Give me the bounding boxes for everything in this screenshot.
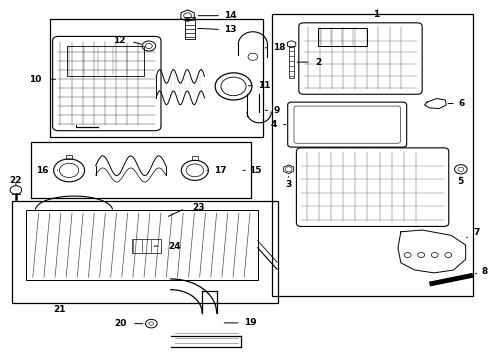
- Text: 12: 12: [113, 36, 125, 45]
- Text: 21: 21: [53, 305, 66, 314]
- Text: 6: 6: [459, 99, 465, 108]
- Text: 15: 15: [249, 166, 262, 175]
- Text: 1: 1: [373, 10, 379, 19]
- Text: 18: 18: [273, 43, 286, 52]
- Text: 14: 14: [198, 11, 237, 20]
- Bar: [132, 239, 161, 253]
- Bar: [12, 202, 278, 303]
- Text: 11: 11: [258, 81, 270, 90]
- Text: 3: 3: [286, 180, 292, 189]
- Bar: [185, 18, 195, 39]
- Text: 24: 24: [168, 242, 181, 251]
- Bar: [272, 14, 473, 296]
- Text: 4: 4: [270, 120, 277, 129]
- Text: 22: 22: [10, 176, 22, 185]
- Bar: [50, 19, 263, 137]
- Text: 10: 10: [29, 75, 41, 84]
- Bar: [66, 156, 72, 159]
- Bar: [289, 46, 294, 78]
- Bar: [67, 46, 144, 76]
- Text: 23: 23: [193, 203, 205, 212]
- Text: 2: 2: [315, 58, 321, 67]
- Text: 16: 16: [36, 166, 49, 175]
- Bar: [31, 143, 251, 198]
- Text: 5: 5: [458, 176, 464, 185]
- Text: 8: 8: [482, 267, 488, 276]
- Bar: [318, 28, 367, 46]
- Text: 20: 20: [114, 319, 126, 328]
- Text: 17: 17: [214, 166, 227, 175]
- Bar: [192, 157, 198, 160]
- Text: 9: 9: [273, 106, 280, 115]
- Text: 13: 13: [197, 26, 236, 35]
- Text: 7: 7: [473, 228, 479, 237]
- Text: 19: 19: [244, 318, 257, 327]
